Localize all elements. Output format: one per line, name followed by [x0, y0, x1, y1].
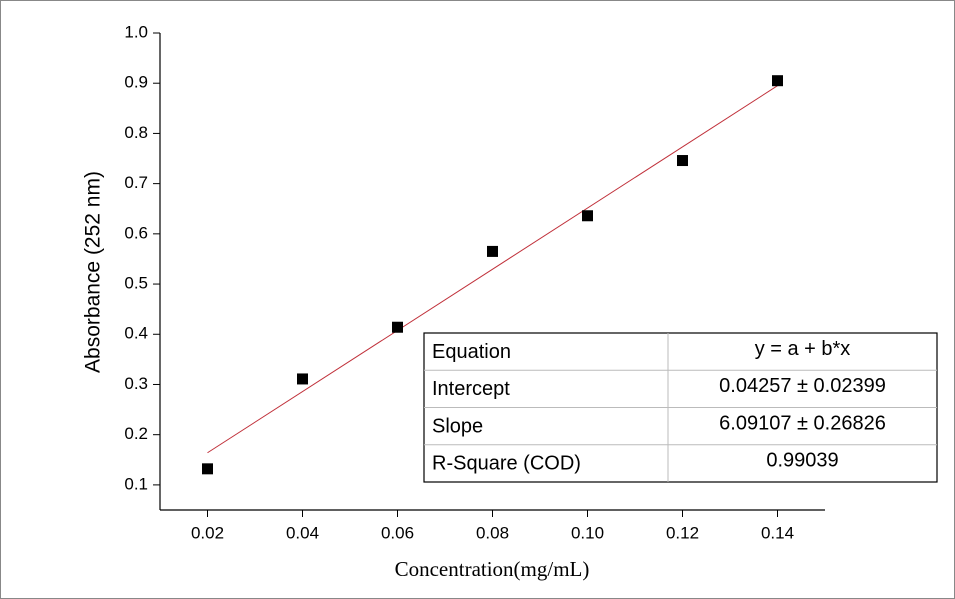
y-tick-label: 0.8 — [124, 123, 148, 142]
table-cell: Equation — [432, 341, 511, 363]
y-tick-label: 0.2 — [124, 424, 148, 443]
x-tick-label: 0.10 — [571, 523, 604, 542]
point — [392, 321, 403, 333]
y-tick-label: 0.6 — [124, 223, 148, 242]
table-cell: R-Square (COD) — [432, 453, 581, 475]
point — [772, 75, 783, 87]
y-tick-label: 0.1 — [124, 474, 148, 493]
point — [582, 210, 593, 222]
point — [297, 373, 308, 385]
y-axis-title: Absorbance (252 nm) — [82, 171, 105, 373]
y-tick-label: 0.7 — [124, 173, 148, 192]
x-tick-label: 0.12 — [666, 523, 699, 542]
y-tick-label: 0.9 — [124, 73, 148, 92]
y-tick-label: 0.4 — [124, 324, 148, 343]
table-cell: 6.09107 ± 0.26826 — [719, 412, 886, 434]
y-tick-label: 1.0 — [124, 22, 148, 41]
point — [487, 245, 498, 257]
x-tick-label: 0.14 — [761, 523, 794, 542]
x-tick-label: 0.02 — [191, 523, 224, 542]
x-tick-label: 0.08 — [476, 523, 509, 542]
table-cell: Intercept — [432, 378, 510, 400]
table-cell: 0.99039 — [766, 450, 838, 472]
y-tick-label: 0.3 — [124, 374, 148, 393]
x-tick-label: 0.04 — [286, 523, 319, 542]
table-cell: 0.04257 ± 0.02399 — [719, 375, 886, 397]
table-cell: Slope — [432, 415, 483, 437]
point — [677, 155, 688, 167]
table-cell: y = a + b*x — [755, 338, 851, 360]
point — [202, 463, 213, 475]
y-tick-label: 0.5 — [124, 274, 148, 293]
x-axis-title: Concentration(mg/mL) — [395, 557, 590, 581]
x-tick-label: 0.06 — [381, 523, 414, 542]
fit-line — [207, 85, 778, 454]
